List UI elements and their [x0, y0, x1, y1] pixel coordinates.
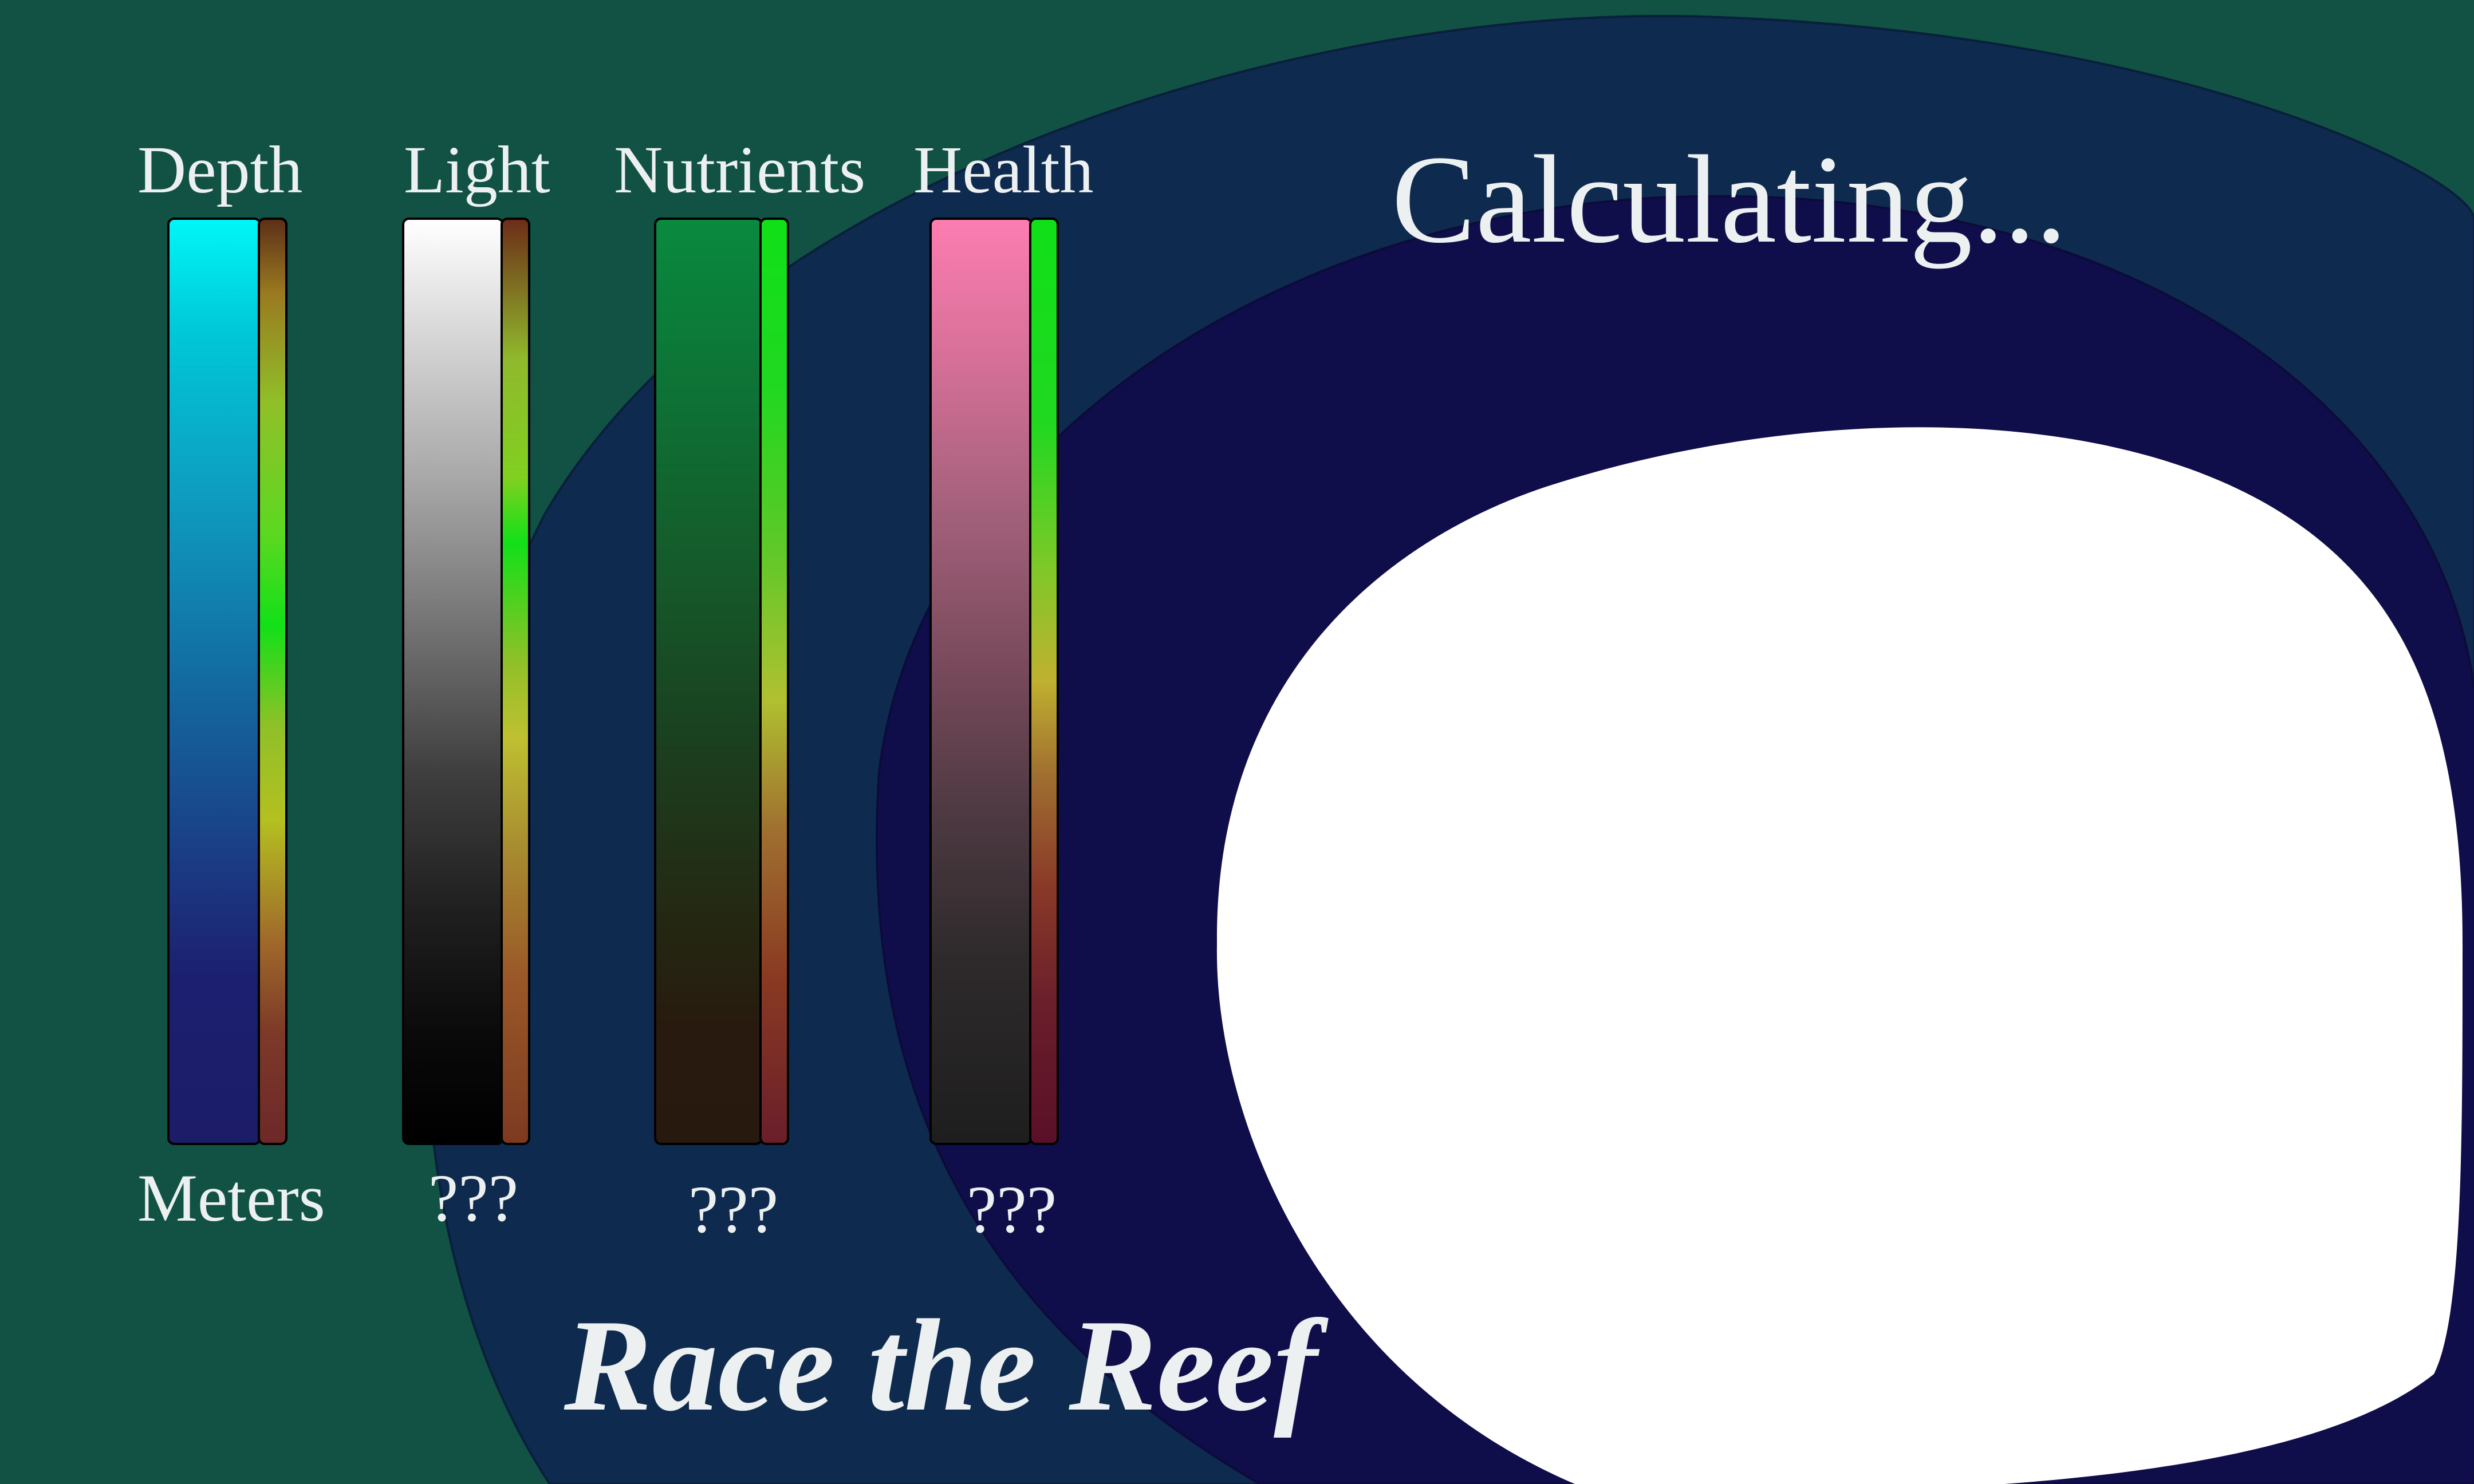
- health-indicator: [1029, 218, 1059, 1145]
- light-bar: [402, 218, 504, 1145]
- reef-view-area: [1216, 427, 2463, 1484]
- light-indicator: [501, 218, 530, 1145]
- gauge-unit-depth: Meters: [137, 1161, 325, 1236]
- depth-indicator: [258, 218, 287, 1145]
- status-text: Calculating...: [1392, 129, 2067, 269]
- health-bar: [929, 218, 1033, 1145]
- gauge-unit-light: ???: [428, 1161, 519, 1236]
- nutrients-indicator: [759, 218, 789, 1145]
- depth-bar: [167, 218, 261, 1145]
- gauge-title-depth: Depth: [137, 132, 303, 207]
- gauge-unit-health: ???: [967, 1172, 1057, 1247]
- gauge-title-health: Health: [913, 132, 1094, 207]
- gauge-title-nutrients: Nutrients: [614, 132, 866, 207]
- game-title: Race the Reef: [564, 1292, 1318, 1438]
- gauge-title-light: Light: [404, 132, 550, 207]
- gauge-unit-nutrients: ???: [688, 1172, 779, 1247]
- nutrients-bar: [654, 218, 763, 1145]
